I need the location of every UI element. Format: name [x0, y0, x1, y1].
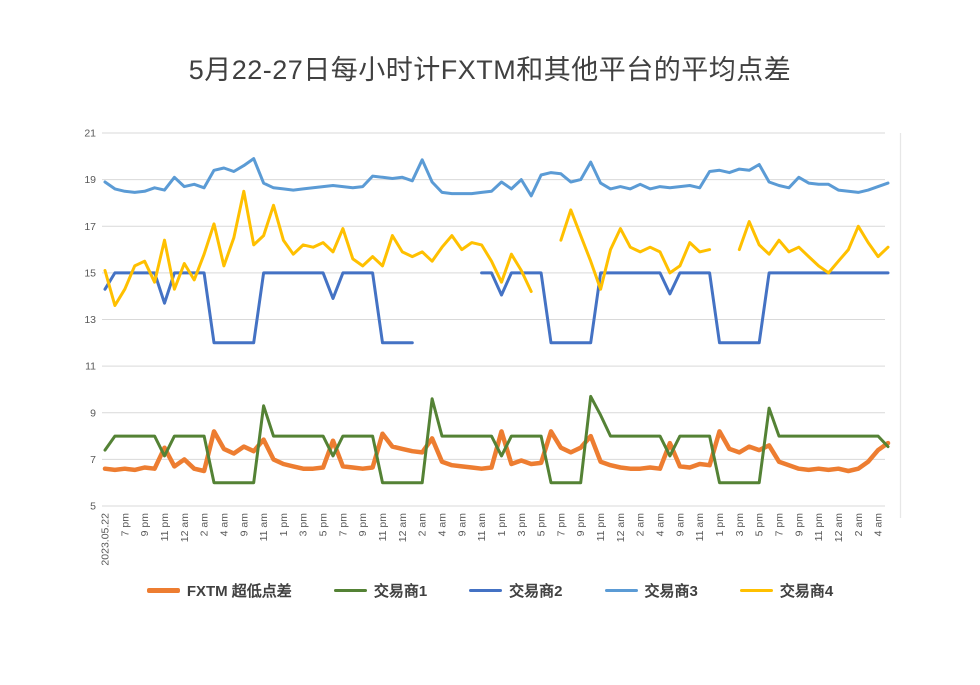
legend-item-1[interactable]: 交易商1 [333, 580, 428, 601]
x-axis-tick-label: 7 pm [119, 513, 131, 537]
x-axis-tick-label: 2 am [199, 513, 211, 537]
y-axis-tick-label: 7 [90, 454, 96, 466]
x-axis-tick-label: 4 am [873, 513, 885, 537]
y-axis-tick-label: 13 [84, 314, 96, 326]
x-axis-tick-label: 3 pm [516, 513, 528, 537]
legend-label: FXTM 超低点差 [186, 583, 292, 600]
x-axis-tick-label: 9 am [238, 513, 250, 537]
series-line-4[interactable] [559, 208, 712, 291]
legend-label: 交易商3 [644, 583, 698, 600]
x-axis-tick-label: 11 am [258, 513, 270, 542]
legend: FXTM 超低点差 交易商1 交易商2 交易商3 交易商4 [0, 580, 980, 601]
x-axis-tick-label: 4 am [655, 513, 667, 537]
x-axis-tick-label: 9 pm [575, 513, 587, 537]
series-line-1[interactable] [103, 394, 890, 485]
x-axis-tick-label: 9 pm [139, 513, 151, 537]
x-axis-tick-label: 2 am [635, 513, 647, 537]
x-axis-tick-label: 9 am [456, 513, 468, 537]
legend-label: 交易商4 [779, 583, 834, 600]
x-axis-tick-label: 1 pm [714, 513, 726, 537]
x-axis-tick-label: 4 am [436, 513, 448, 537]
x-axis-tick-label: 11 am [476, 513, 488, 542]
x-axis-tick-label: 12 am [397, 513, 409, 542]
legend-item-2[interactable]: 交易商2 [469, 580, 563, 601]
x-axis-tick-label: 4 am [218, 513, 230, 537]
series-line-2[interactable] [103, 271, 414, 345]
y-axis-tick-label: 11 [85, 361, 96, 373]
series-line-2[interactable] [480, 271, 890, 345]
legend-line-icon-2 [469, 588, 503, 593]
chart-title: 5月22-27日每小时计FXTM和其他平台的平均点差 [188, 55, 792, 85]
series-line-4[interactable] [737, 220, 890, 275]
legend-item-0[interactable]: FXTM 超低点差 [146, 580, 292, 601]
y-axis-tick-label: 9 [90, 407, 96, 419]
y-axis-tick-label: 21 [84, 128, 96, 140]
legend-label: 交易商1 [373, 583, 428, 600]
x-axis-tick-label: 12 am [833, 513, 845, 542]
series-line-0[interactable] [102, 429, 891, 474]
x-axis-tick-label: 12 am [179, 513, 191, 542]
y-axis-tick-label: 19 [84, 174, 96, 186]
x-axis-tick-label: 9 pm [793, 513, 805, 537]
x-axis-tick-label: 11 pm [159, 513, 171, 542]
legend-line-icon-3 [604, 588, 638, 593]
y-axis-tick-label: 17 [84, 221, 96, 233]
x-axis-tick-label: 7 pm [773, 513, 785, 537]
legend-line-icon-4 [739, 588, 773, 593]
x-axis-tick-label: 2 am [853, 513, 865, 537]
series-line-3[interactable] [103, 157, 890, 198]
legend-line-icon-0 [146, 588, 180, 593]
x-axis-tick-label: 1 pm [496, 513, 508, 537]
legend-line-icon-1 [333, 588, 367, 593]
x-axis-tick-label: 7 pm [555, 513, 567, 537]
x-axis-tick-label: 5 pm [536, 513, 548, 537]
x-axis-tick-label: 11 pm [813, 513, 825, 542]
x-axis-tick-label: 1 pm [278, 513, 290, 537]
series-line-4[interactable] [103, 189, 533, 307]
legend-label: 交易商2 [509, 583, 563, 600]
x-axis-tick-label: 5 pm [754, 513, 766, 537]
x-axis-tick-label: 9 pm [357, 513, 369, 537]
x-axis-tick-label: 9 am [674, 513, 686, 537]
x-axis-tick-label: 7 pm [337, 513, 349, 537]
legend-item-3[interactable]: 交易商3 [604, 580, 698, 601]
x-axis-tick-label: 12 am [615, 513, 627, 542]
x-axis-tick-label: 3 pm [734, 513, 746, 537]
legend-item-4[interactable]: 交易商4 [739, 580, 834, 601]
x-axis-tick-label: 11 am [694, 513, 706, 542]
y-axis-tick-label: 5 [90, 501, 96, 513]
y-axis-tick-label: 15 [84, 267, 96, 279]
x-axis-tick-label: 5 pm [318, 513, 330, 537]
x-axis-tick-label: 2 am [417, 513, 429, 537]
x-axis-tick-label: 2023.05.22 [100, 513, 112, 566]
x-axis-tick-label: 3 pm [298, 513, 310, 537]
x-axis-tick-label: 11 pm [595, 513, 607, 542]
x-axis-tick-label: 11 pm [377, 513, 389, 542]
